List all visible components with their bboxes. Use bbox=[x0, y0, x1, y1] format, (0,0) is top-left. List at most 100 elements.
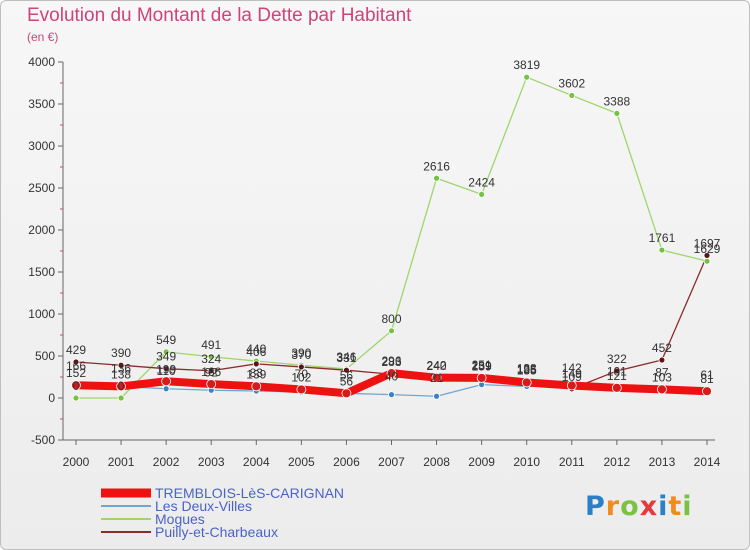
data-label: 87 bbox=[655, 366, 669, 380]
data-label: 0 bbox=[118, 379, 125, 393]
data-label: 61 bbox=[700, 368, 714, 382]
data-label: 370 bbox=[291, 348, 311, 362]
data-label: 56 bbox=[340, 368, 354, 382]
x-tick-label: 2010 bbox=[513, 455, 540, 469]
logo-letter: o bbox=[620, 491, 640, 522]
data-point bbox=[433, 392, 440, 400]
chart-subtitle: (en €) bbox=[27, 30, 59, 44]
data-point bbox=[206, 379, 217, 389]
data-point bbox=[703, 257, 711, 265]
data-point bbox=[116, 381, 126, 392]
data-label: 3602 bbox=[558, 76, 585, 90]
data-point bbox=[252, 360, 260, 368]
proxiti-logo: Proxiti bbox=[585, 491, 693, 522]
data-point bbox=[207, 353, 215, 361]
data-point bbox=[71, 380, 81, 391]
legend-label: Mogues bbox=[155, 511, 205, 527]
y-tick-label: -500 bbox=[31, 433, 55, 447]
y-tick-label: 500 bbox=[35, 349, 55, 363]
data-label: 349 bbox=[156, 350, 176, 364]
y-tick-label: 2500 bbox=[28, 181, 55, 195]
data-label: 1697 bbox=[694, 236, 721, 250]
logo-letter: i bbox=[682, 491, 693, 522]
data-label: 56 bbox=[340, 374, 354, 388]
y-tick-label: 1500 bbox=[28, 265, 55, 279]
data-label: 40 bbox=[385, 370, 399, 384]
x-tick-label: 2001 bbox=[108, 455, 135, 469]
legend-label: TREMBLOIS-LèS-CARIGNAN bbox=[155, 485, 344, 501]
data-point bbox=[251, 381, 262, 392]
data-label: 1761 bbox=[649, 231, 676, 245]
data-label: 121 bbox=[607, 369, 627, 383]
data-point bbox=[433, 174, 440, 182]
data-point bbox=[431, 372, 442, 383]
data-point bbox=[478, 190, 486, 198]
x-tick-label: 2006 bbox=[333, 455, 360, 469]
data-label: 429 bbox=[66, 343, 86, 357]
logo-letter: t bbox=[668, 491, 683, 522]
data-point bbox=[161, 376, 172, 387]
data-label: 2424 bbox=[468, 175, 495, 189]
data-label: 331 bbox=[336, 351, 356, 365]
data-point bbox=[162, 348, 170, 356]
data-label: 491 bbox=[201, 338, 221, 352]
y-tick-label: 3500 bbox=[28, 97, 55, 111]
x-tick-label: 2007 bbox=[378, 455, 405, 469]
x-tick-label: 2008 bbox=[423, 455, 450, 469]
data-label: 452 bbox=[652, 341, 672, 355]
logo-letter: x bbox=[639, 491, 659, 522]
y-tick-label: 4000 bbox=[28, 55, 55, 69]
data-point bbox=[296, 384, 307, 395]
data-point bbox=[207, 367, 215, 375]
data-label: 390 bbox=[291, 346, 311, 360]
data-point bbox=[343, 366, 350, 374]
data-label: 406 bbox=[246, 345, 266, 359]
data-label: 139 bbox=[246, 367, 266, 381]
data-point bbox=[613, 110, 621, 117]
data-label: 239 bbox=[472, 359, 492, 373]
data-point bbox=[658, 246, 666, 254]
data-point bbox=[476, 373, 487, 383]
data-label: 83 bbox=[250, 366, 264, 380]
x-tick-label: 2013 bbox=[649, 455, 676, 469]
data-point bbox=[568, 92, 576, 99]
data-point bbox=[611, 382, 622, 393]
data-label: 549 bbox=[156, 333, 176, 347]
data-point bbox=[703, 252, 711, 259]
data-label: 195 bbox=[517, 363, 537, 377]
y-tick-label: 3000 bbox=[28, 139, 55, 153]
data-label: 296 bbox=[381, 354, 401, 368]
data-label: 390 bbox=[111, 346, 131, 360]
data-label: 199 bbox=[156, 362, 176, 376]
logo-letter: P bbox=[585, 491, 606, 522]
data-label: 322 bbox=[607, 352, 627, 366]
data-label: 136 bbox=[111, 362, 131, 376]
data-label: 283 bbox=[381, 355, 401, 369]
x-tick-label: 2003 bbox=[198, 455, 225, 469]
x-tick-label: 2005 bbox=[288, 455, 315, 469]
data-point bbox=[657, 384, 667, 395]
data-label: 142 bbox=[562, 361, 582, 375]
data-label: 21 bbox=[430, 371, 444, 385]
x-tick-label: 2009 bbox=[468, 455, 495, 469]
data-label: 70 bbox=[295, 367, 309, 381]
data-point bbox=[388, 391, 395, 399]
data-point bbox=[72, 394, 80, 402]
legend-label: Les Deux-Villes bbox=[155, 498, 252, 514]
logo-letter: r bbox=[605, 491, 621, 522]
data-label: 240 bbox=[427, 359, 447, 373]
y-tick-label: 2000 bbox=[28, 223, 55, 237]
data-label: 3819 bbox=[513, 58, 540, 72]
data-label: 242 bbox=[427, 359, 447, 373]
data-label: 81 bbox=[700, 372, 714, 386]
data-label: 3388 bbox=[604, 94, 631, 108]
data-label: 92 bbox=[205, 365, 219, 379]
data-label: 138 bbox=[517, 361, 537, 375]
logo-letter: i bbox=[658, 491, 669, 522]
data-label: 2616 bbox=[423, 159, 450, 173]
data-point bbox=[297, 363, 305, 371]
y-tick-label: 0 bbox=[48, 391, 55, 405]
data-label: 324 bbox=[201, 352, 221, 366]
data-label: 0 bbox=[73, 379, 80, 393]
